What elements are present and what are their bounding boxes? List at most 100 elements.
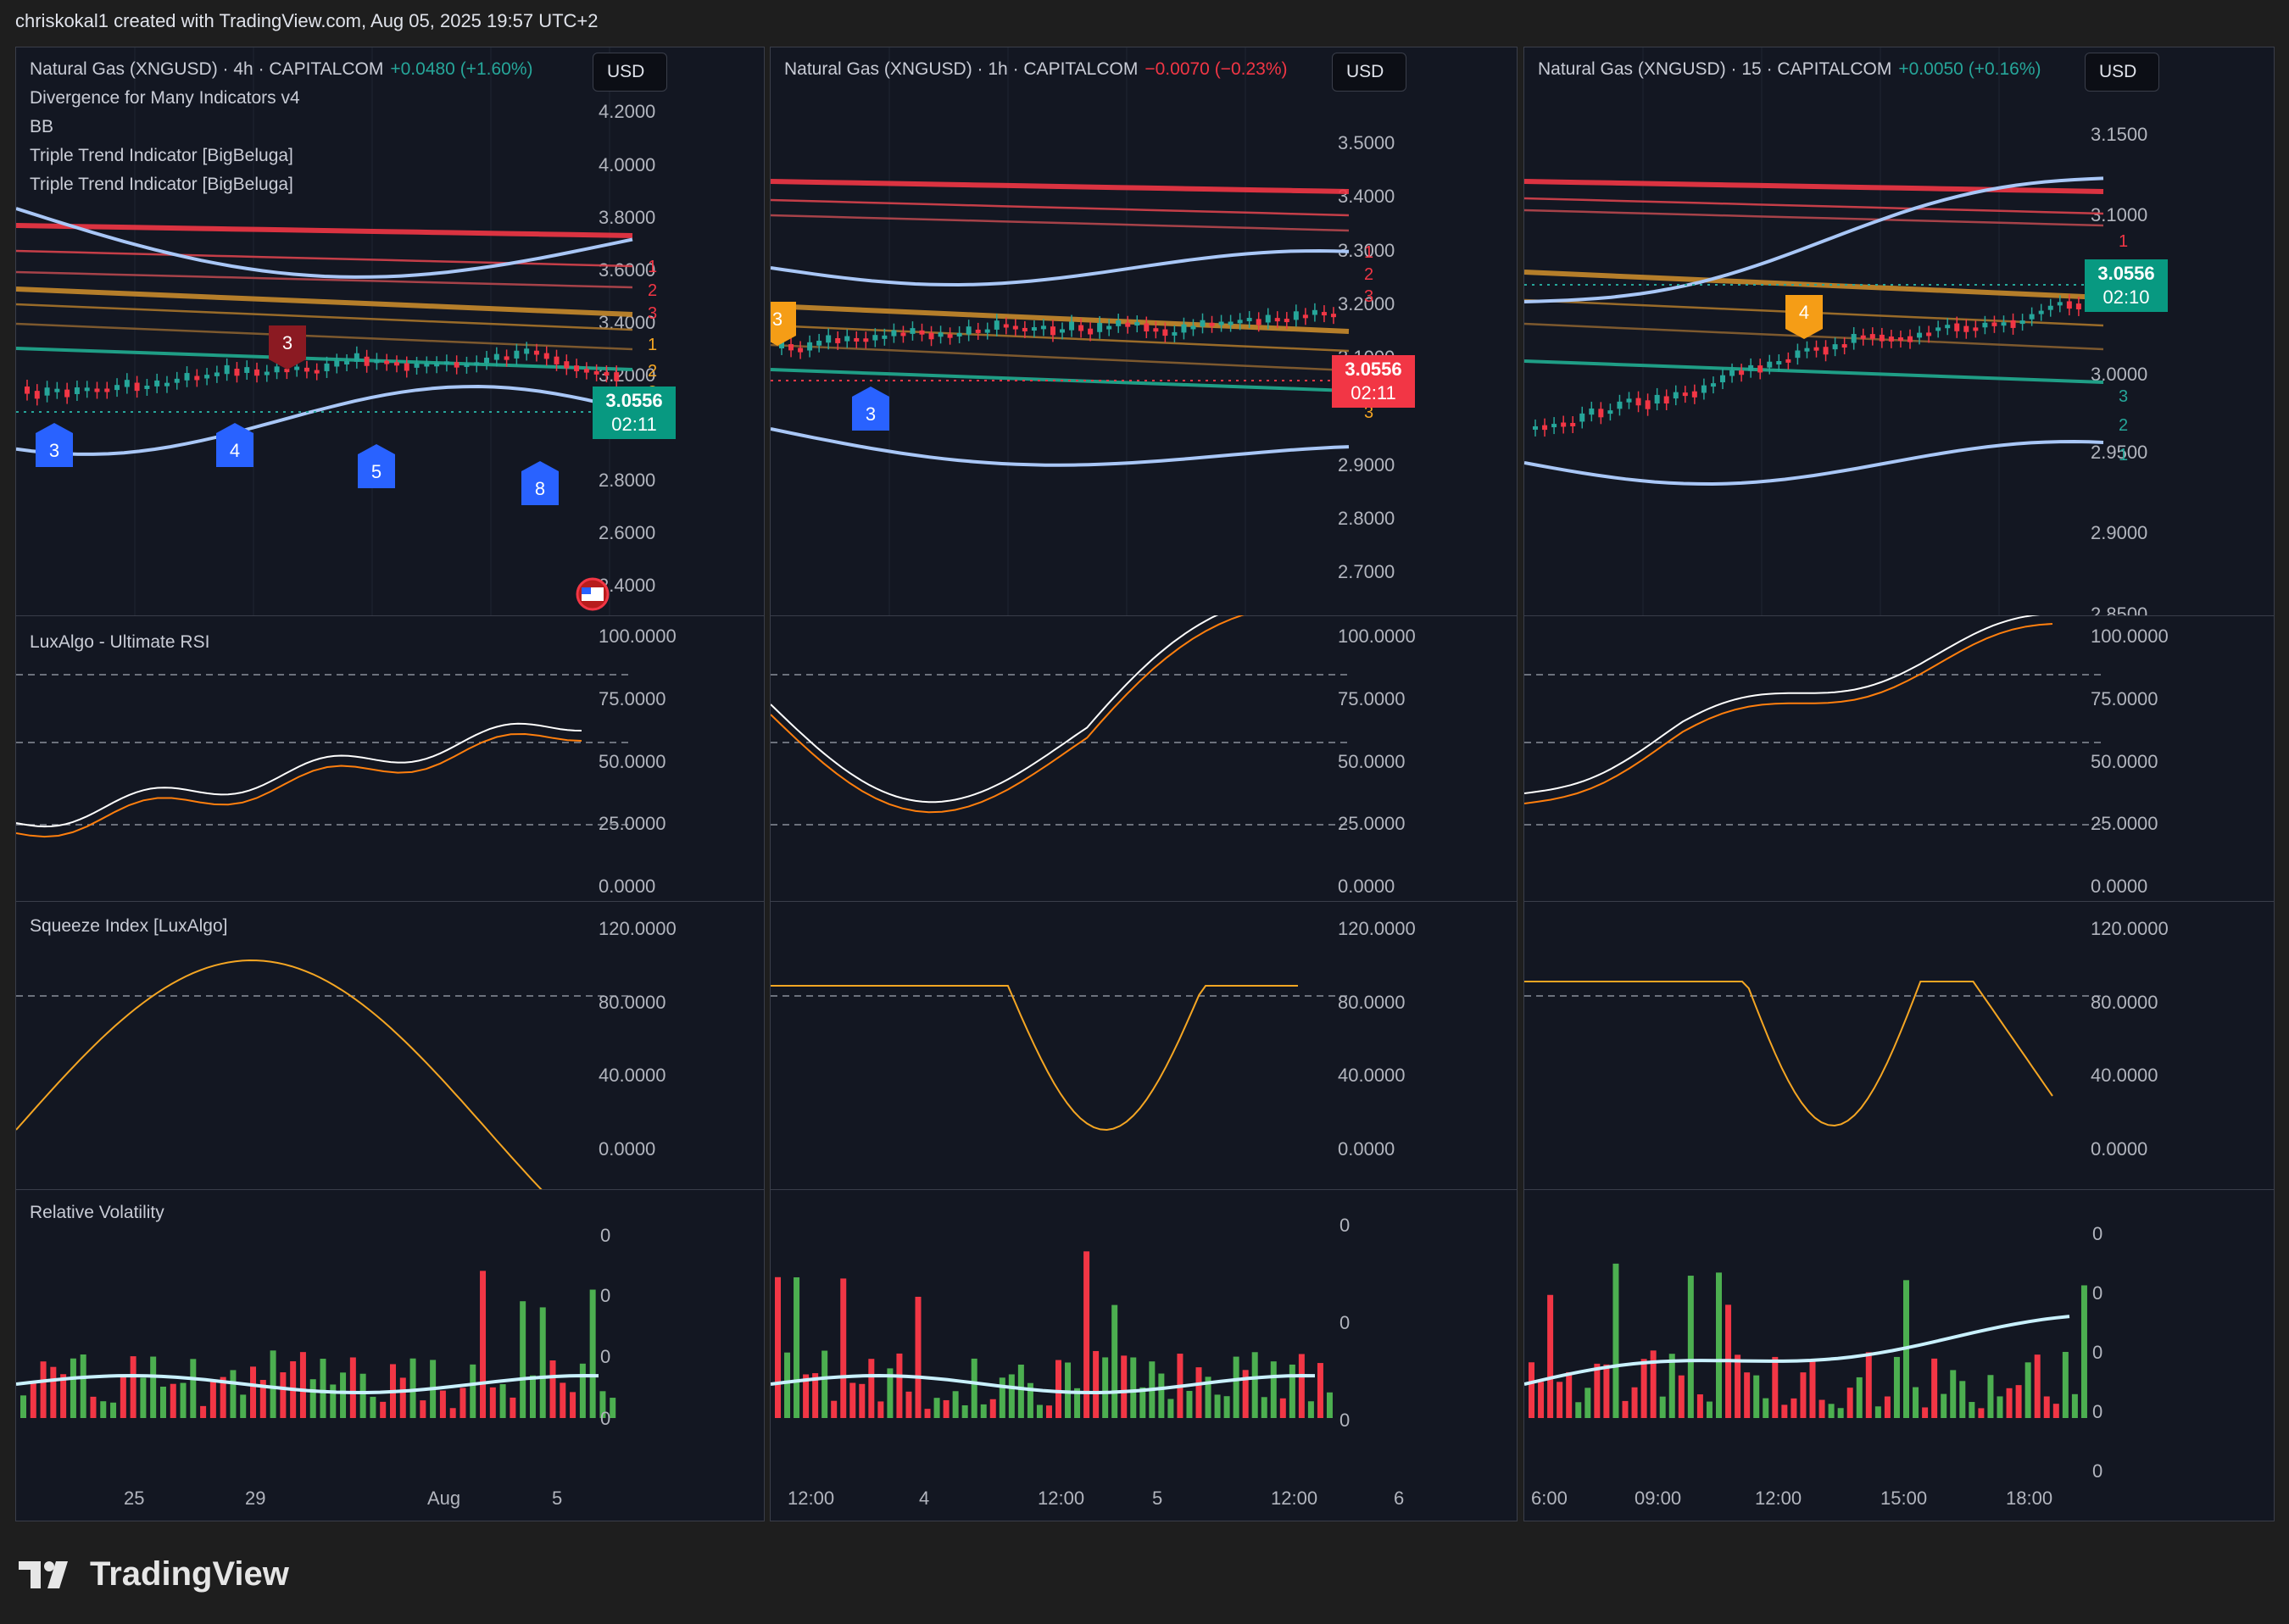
volatility-bar [599, 1391, 606, 1418]
volatility-bar [280, 1372, 287, 1418]
bollinger-upper [1524, 176, 2104, 303]
trend-band-red [771, 214, 1350, 232]
last-price-tag: 3.0556 02:11 [1332, 355, 1415, 408]
last-price-value: 3.0556 [1345, 359, 1402, 380]
chart-panel-p3[interactable]: 3.15003.10003.00002.95002.90002.85001233… [1523, 47, 2275, 1521]
bollinger-lower [16, 384, 633, 456]
rsi-signal-line [771, 615, 1245, 814]
trend-level-label: 3 [1364, 403, 1373, 422]
candle-body [2038, 310, 2044, 314]
pane-separator [771, 901, 1517, 902]
trend-band-orange [16, 322, 633, 351]
candle-body [274, 366, 280, 373]
last-price-tag: 3.0556 02:11 [593, 387, 676, 439]
volatility-bar [259, 1380, 266, 1418]
last-price-countdown: 02:10 [2102, 286, 2150, 308]
indicator-legend-item[interactable]: Triple Trend Indicator [BigBeluga] [30, 175, 293, 194]
volatility-bar [1631, 1387, 1638, 1418]
volatility-bar [1818, 1399, 1825, 1418]
currency-button[interactable]: USD [593, 53, 667, 92]
pane-separator [1524, 615, 2274, 616]
candle-body [956, 332, 962, 336]
time-axis-label: 5 [1152, 1488, 1162, 1509]
volatility-bar [1111, 1304, 1118, 1418]
candle-body [1860, 335, 1866, 339]
volatility-bar [140, 1377, 147, 1418]
candle-body [284, 369, 290, 373]
candle-body [1003, 324, 1009, 328]
trend-level-label: 2 [648, 281, 657, 300]
candle-body [614, 372, 620, 381]
volatility-bar [1251, 1352, 1258, 1418]
indicator-legend-item[interactable]: Triple Trend Indicator [BigBeluga] [30, 146, 293, 165]
candle-body [1172, 331, 1178, 336]
candle-body [414, 363, 420, 368]
volatility-average-line [16, 1373, 599, 1395]
volatility-bar [1139, 1387, 1146, 1418]
volatility-bar [190, 1359, 197, 1418]
volatility-bar [1326, 1392, 1333, 1418]
time-axis-label: 12:00 [788, 1488, 834, 1509]
volatility-axis-label: 0 [600, 1346, 610, 1367]
panel-title[interactable]: Natural Gas (XNGUSD) · 4h · CAPITALCOM +0… [30, 59, 532, 80]
candle-body [314, 370, 320, 374]
volatility-bar [1594, 1363, 1601, 1418]
candle-body [1209, 322, 1215, 326]
price-axis-label: 2.9500 [2091, 442, 2147, 463]
currency-button[interactable]: USD [2085, 53, 2159, 92]
volatility-pane-title[interactable]: Relative Volatility [30, 1203, 164, 1222]
volatility-axis-label: 0 [2092, 1282, 2102, 1304]
squeeze-pane-title[interactable]: Squeeze Index [LuxAlgo] [30, 916, 228, 936]
candle-body [454, 362, 459, 368]
volatility-bar [905, 1391, 912, 1418]
candle-body [344, 360, 350, 364]
panel-title[interactable]: Natural Gas (XNGUSD) · 15 · CAPITALCOM +0… [1538, 59, 2041, 80]
volatility-bar [1941, 1393, 1947, 1418]
candle-body [374, 359, 380, 364]
volatility-bar [1279, 1398, 1286, 1418]
volatility-bar [803, 1374, 810, 1418]
squeeze-axis-label: 40.0000 [1338, 1065, 1406, 1086]
tradingview-logo[interactable]: TradingView [19, 1555, 289, 1593]
candle-body [154, 380, 160, 387]
candle-body [604, 372, 610, 376]
volatility-bar [30, 1382, 36, 1418]
candle-body [464, 363, 470, 367]
volatility-bar [971, 1358, 977, 1418]
signal-marker-label: 4 [1799, 302, 1809, 323]
tradingview-logo-text: TradingView [90, 1555, 289, 1593]
volatility-bar [1969, 1402, 1975, 1418]
panel-title[interactable]: Natural Gas (XNGUSD) · 1h · CAPITALCOM −0… [784, 59, 1287, 80]
candle-body [1256, 319, 1261, 325]
volatility-bar [420, 1400, 426, 1418]
volatility-bar [1538, 1382, 1545, 1418]
volatility-bar [399, 1377, 406, 1418]
volatility-bar [320, 1359, 326, 1418]
rsi-axis-label: 50.0000 [2091, 751, 2158, 772]
main-price-pane: 3.50003.40003.30003.20003.10002.90002.80… [771, 47, 1395, 615]
signal-marker-label: 3 [866, 403, 876, 425]
trend-band-orange [16, 286, 633, 317]
chart-panel-p1[interactable]: 4.2000 4.0000 3.8000 3.6000 3.4000 3.2000 2.80… [15, 47, 765, 1521]
volatility-bar [100, 1401, 107, 1418]
last-price-value: 3.0556 [2097, 263, 2155, 284]
squeeze-axis-label: 0.0000 [1338, 1138, 1395, 1160]
volatility-bar [1884, 1396, 1891, 1418]
volatility-bar [1603, 1364, 1610, 1418]
indicator-legend-item[interactable]: BB [30, 117, 54, 136]
chart-panel-p2[interactable]: 3.50003.40003.30003.20003.10002.90002.80… [770, 47, 1518, 1521]
candle-body [244, 367, 250, 373]
candle-body [1031, 327, 1037, 331]
rsi-pane-title[interactable]: LuxAlgo - Ultimate RSI [30, 632, 210, 652]
candle-body [1767, 361, 1773, 368]
volatility-bar [1027, 1382, 1033, 1418]
volatility-bar [1687, 1276, 1694, 1418]
candle-body [84, 387, 90, 392]
rsi-axis-label: 0.0000 [1338, 876, 1395, 897]
volatility-bar [1093, 1350, 1100, 1418]
volatility-bar [1121, 1355, 1128, 1418]
volatility-bar [579, 1363, 586, 1418]
indicator-legend-item[interactable]: Divergence for Many Indicators v4 [30, 88, 300, 108]
candle-body [835, 337, 841, 343]
currency-button[interactable]: USD [1332, 53, 1406, 92]
